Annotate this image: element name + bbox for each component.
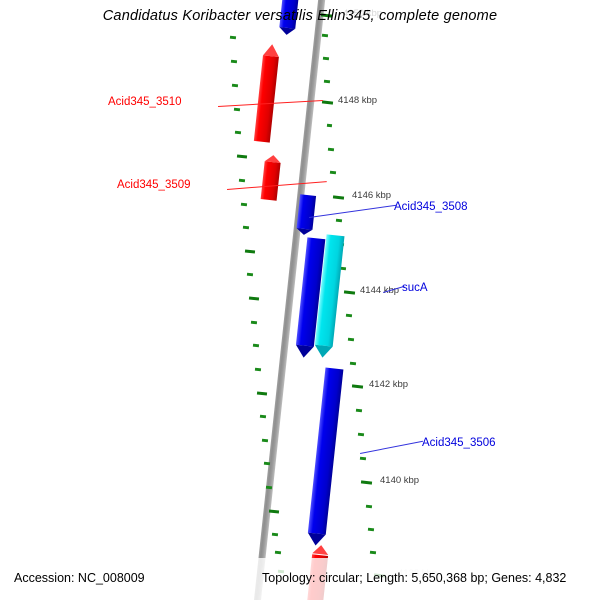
feature-arrowhead [295,227,313,236]
ruler-tick-right-1 [322,56,330,60]
feature-arrowhead [294,344,314,359]
gene-feature-acid345_3509[interactable] [260,154,282,201]
ruler-tick-left-21 [271,532,279,536]
ruler-tick-right-6 [335,218,343,222]
ruler-tick-left-13 [252,343,260,347]
ruler-tick-left-8 [242,225,250,229]
ruler-tick-right-5 [329,170,337,174]
feature-arrowhead [278,27,296,37]
ruler-tick-left-22 [274,550,282,554]
ruler-tick-left-10 [246,272,254,276]
ruler-tick-right-2 [323,79,331,83]
ruler-tick-left-1 [230,59,238,63]
ruler-tick-right-major5 [360,480,373,485]
ruler-tick-left-17 [261,438,269,442]
gene-feature-acid345_3508[interactable] [295,194,317,236]
leader-line-acid345_3506 [360,440,424,454]
ruler-tick-right-major2 [332,195,345,200]
ruler-tick-right-0 [321,33,329,37]
gene-label-acid345_3506[interactable]: Acid345_3506 [422,437,496,449]
feature-arrowhead [312,544,330,555]
ruler-tick-right-11 [349,361,357,365]
ruler-tick-left-12 [250,320,258,324]
ruler-tick-right-12 [355,408,363,412]
ruler-tick-left-16 [259,414,267,418]
ruler-tick-left-5 [236,154,248,159]
ruler-label-1: 4148 kbp [338,95,378,106]
ruler-tick-left-18 [263,461,271,465]
status-accession: Accession: NC_008009 [14,571,145,585]
ruler-tick-left-14 [254,367,262,371]
ruler-tick-left-11 [248,296,260,301]
feature-arrowhead [313,344,333,359]
leader-line-acid345_3508 [309,204,397,218]
ruler-label-5: 4140 kbp [380,475,420,486]
ruler-tick-right-13 [357,432,365,436]
gene-label-suca[interactable]: sucA [402,282,428,294]
ruler-label-2: 4146 kbp [352,190,392,201]
ruler-tick-right-16 [367,527,375,531]
ruler-tick-left-9 [244,249,256,254]
gene-feature-acid345_3506[interactable] [306,367,344,547]
ruler-tick-left-19 [265,485,273,489]
ruler-tick-left-20 [268,509,280,514]
ruler-tick-left-4 [234,130,242,134]
feature-shaft [296,194,317,230]
gene-feature-acid345_3510[interactable] [253,43,281,143]
ruler-tick-left-3 [233,107,241,111]
status-bar: Accession: NC_008009 Topology: circular;… [0,558,600,600]
ruler-tick-right-14 [359,456,367,460]
page-title: Candidatus Koribacter versatilis Ellin34… [102,8,498,24]
ruler-label-0: 4150 kbp [343,8,383,19]
ruler-tick-right-4 [327,147,335,151]
ruler-tick-right-10 [347,337,355,341]
feature-arrowhead [262,43,281,58]
ruler-label-4: 4142 kbp [369,379,409,390]
ruler-tick-left-15 [256,391,268,396]
ruler-tick-right-major4 [351,384,364,389]
ruler-tick-left-0 [229,35,237,39]
ruler-tick-right-major1 [321,100,334,105]
ruler-tick-right-15 [365,504,373,508]
status-genome-info: Topology: circular; Length: 5,650,368 bp… [262,571,567,585]
feature-shaft [260,161,281,201]
ruler-tick-right-major3 [343,290,356,295]
feature-shaft [307,367,344,535]
ruler-tick-left-6 [238,178,246,182]
ruler-tick-right-17 [369,550,377,554]
gene-label-acid345_3508[interactable]: Acid345_3508 [394,201,468,213]
ruler-tick-right-3 [326,123,333,127]
ruler-label-3: 4144 kbp [360,285,400,296]
ruler-tick-left-2 [231,83,239,87]
gene-label-acid345_3510[interactable]: Acid345_3510 [108,96,182,108]
ruler-tick-right-9 [345,313,353,317]
ruler-tick-left-7 [240,202,248,206]
feature-shaft [253,55,279,143]
gene-label-acid345_3509[interactable]: Acid345_3509 [117,179,191,191]
